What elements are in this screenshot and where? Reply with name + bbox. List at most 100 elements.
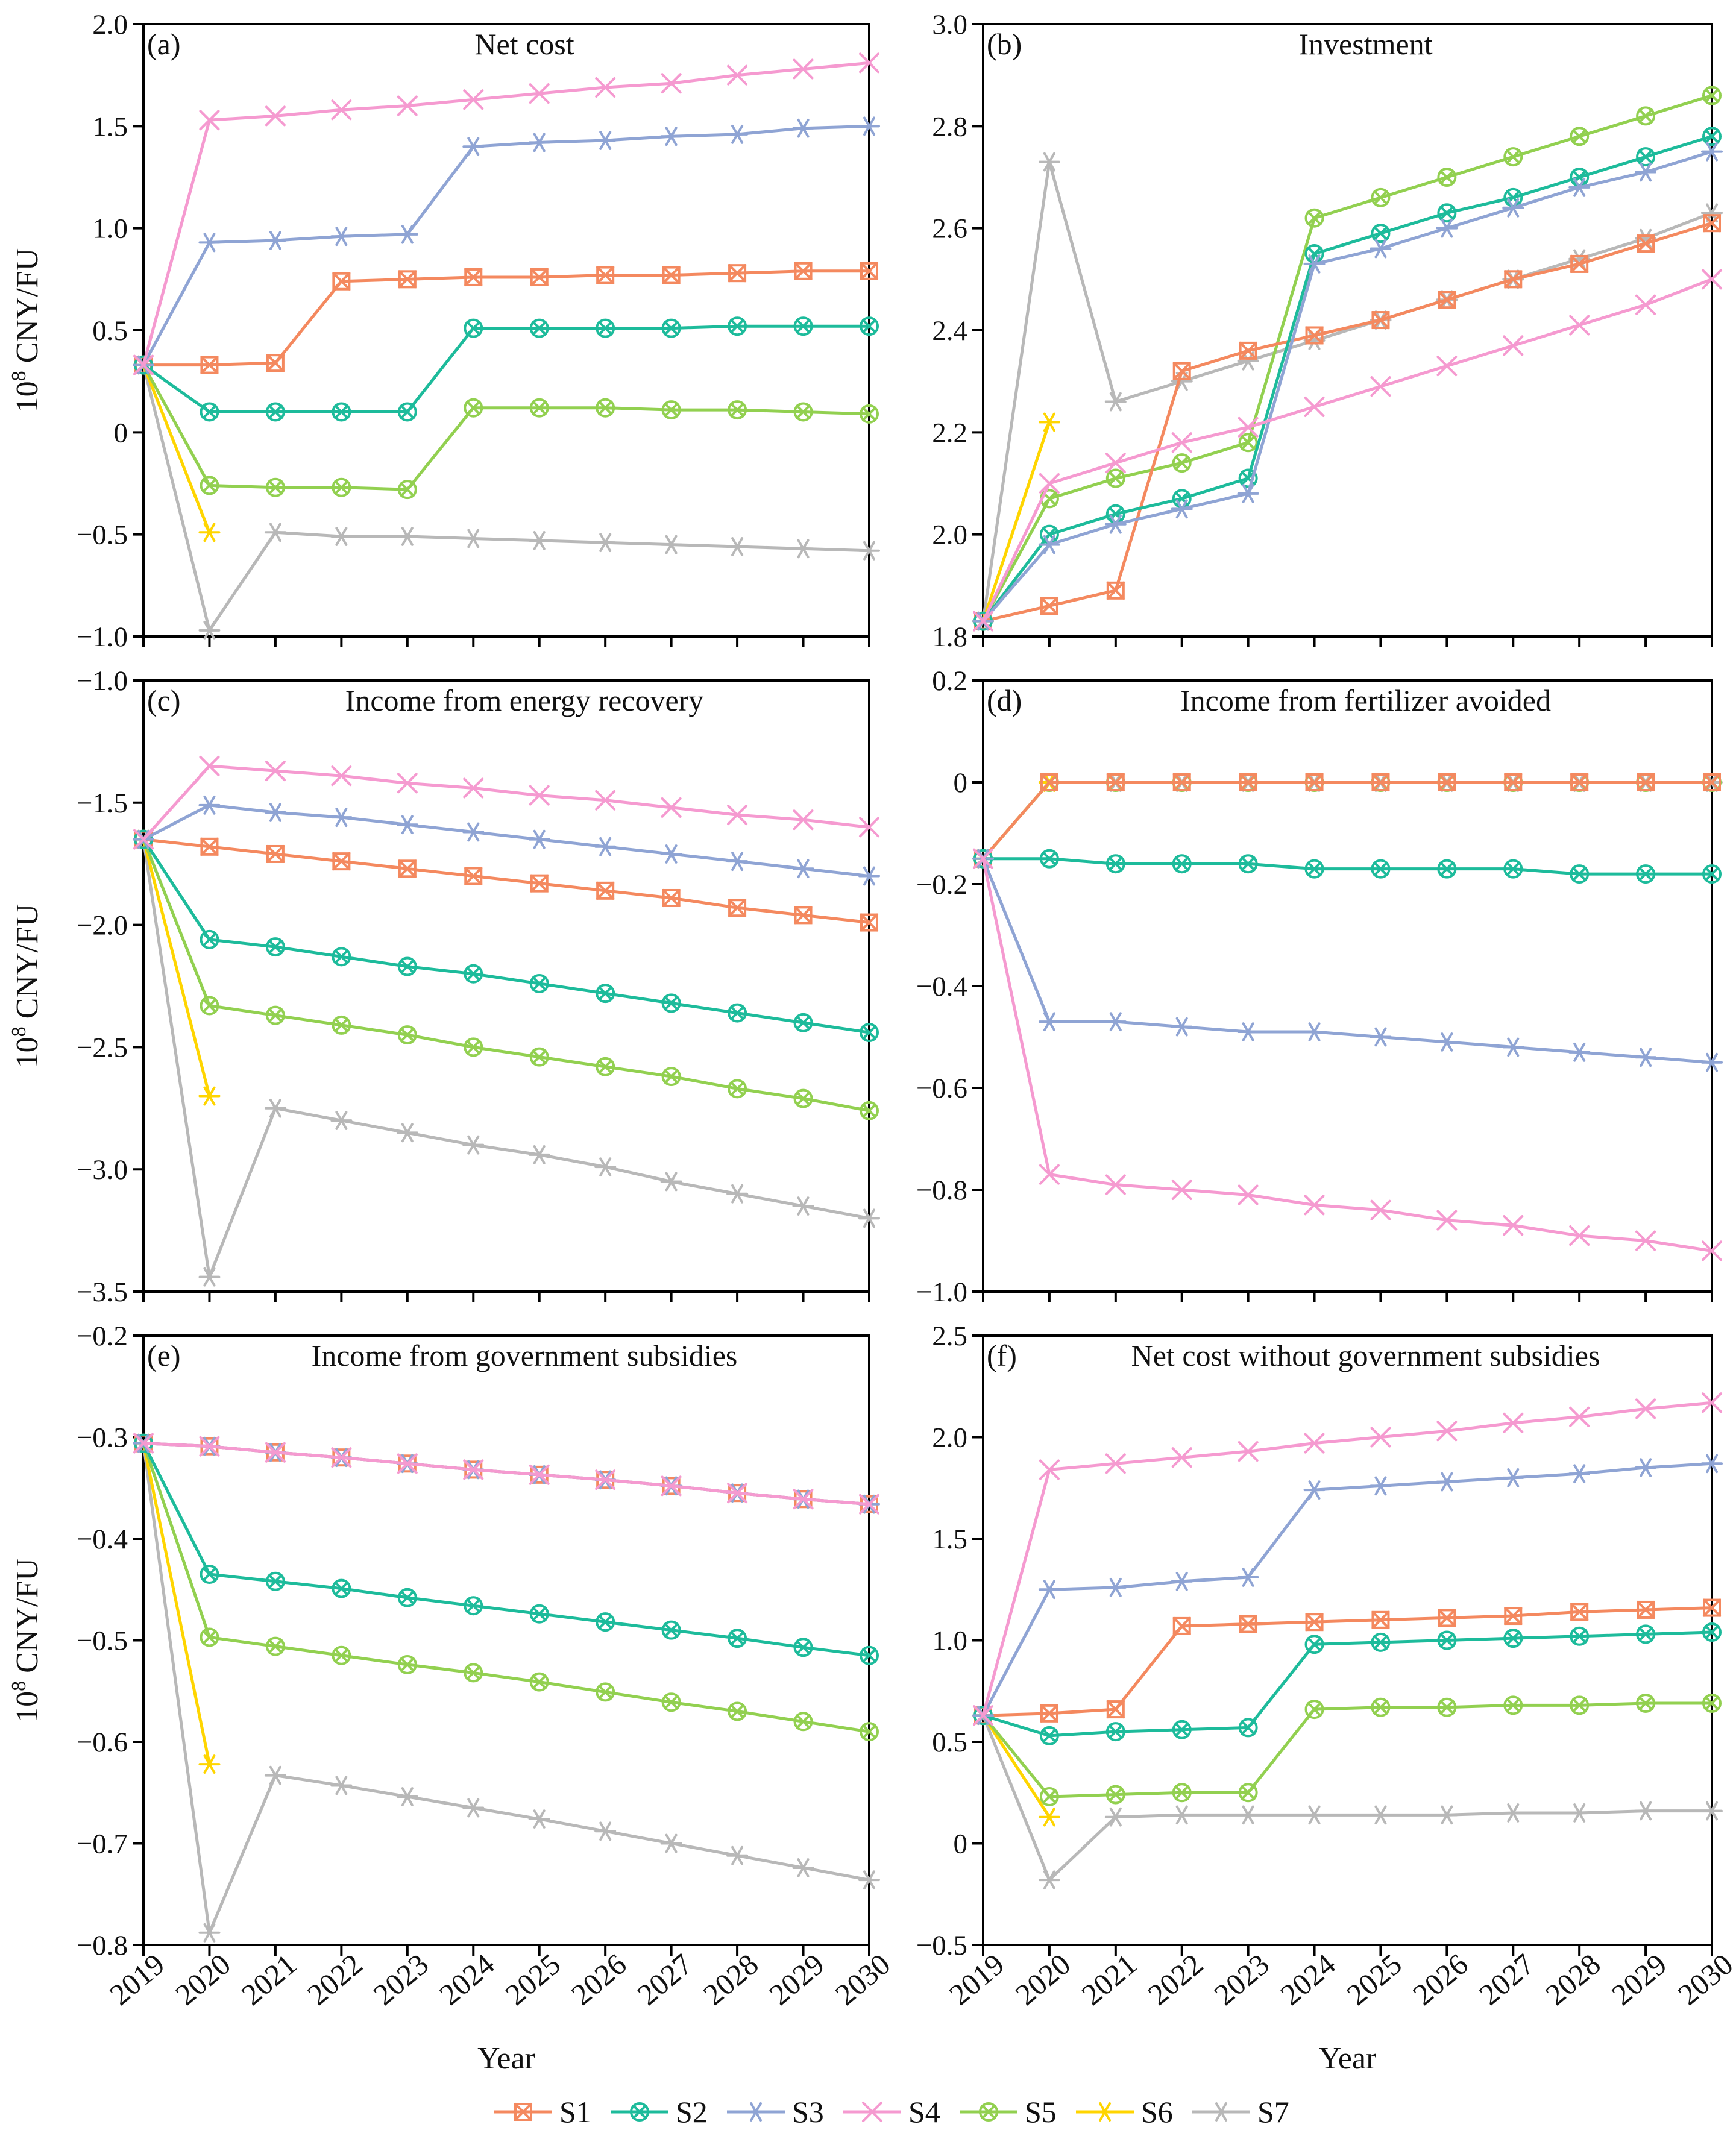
data-point-S1 [662, 888, 681, 907]
marker-stroke [863, 1208, 875, 1228]
panel-tag: (d) [987, 683, 1022, 717]
data-point-S4 [1635, 1398, 1656, 1419]
marker-circle [596, 318, 615, 338]
marker-circle [1702, 86, 1722, 105]
data-point-S7 [528, 530, 550, 550]
x-tick-label: 2026 [565, 1947, 633, 2011]
marker-stroke [1174, 1722, 1189, 1737]
data-point-S5 [397, 1654, 417, 1674]
marker-stroke [1305, 326, 1324, 345]
marker-circle [1105, 1722, 1125, 1742]
marker-circle [728, 1629, 747, 1648]
marker-box [1040, 1704, 1058, 1723]
data-point-S5 [1371, 1697, 1391, 1717]
series-S4 [133, 52, 879, 375]
marker-stroke [530, 268, 549, 286]
marker-stroke [598, 1615, 613, 1630]
x-tick-label: 2029 [763, 1947, 831, 2011]
series-line-S4 [143, 1442, 870, 1506]
legend-item-S3: S3 [727, 2095, 824, 2129]
data-point-S1 [662, 266, 681, 284]
marker-circle [1437, 1697, 1457, 1717]
data-point-S3 [726, 125, 749, 144]
marker-box [860, 913, 878, 932]
data-point-S4 [1436, 1210, 1458, 1231]
marker-stroke [797, 859, 810, 879]
data-point-S4 [463, 89, 484, 110]
data-point-S4 [793, 58, 814, 80]
y-tick-label: −0.2 [77, 1321, 128, 1352]
marker-stroke [1215, 2102, 1227, 2122]
data-point-S5 [793, 402, 813, 422]
data-point-S7 [594, 1821, 617, 1841]
data-point-S2 [200, 1564, 219, 1584]
legend-marker [862, 2102, 882, 2122]
data-point-S5 [529, 1047, 549, 1067]
marker-stroke [1572, 1698, 1587, 1713]
marker-stroke [1241, 856, 1256, 872]
data-point-S3 [594, 837, 617, 856]
marker-circle [1039, 1726, 1059, 1745]
series-line-S3 [142, 124, 870, 366]
marker-box [1305, 773, 1324, 791]
data-point-S2 [1304, 244, 1324, 263]
marker-stroke [529, 785, 550, 806]
marker-circle [464, 318, 483, 338]
legend-label: S7 [1257, 2095, 1289, 2129]
marker-box [1239, 1615, 1257, 1633]
data-point-S6 [198, 523, 221, 542]
panel-frame [142, 679, 870, 1293]
legend-marker [514, 2103, 532, 2121]
series-S4 [133, 1433, 879, 1515]
data-point-S3 [1436, 1032, 1458, 1052]
panel-frame [982, 1334, 1713, 1946]
panel-a: −1.0 −0.5 0 0.5 1.0 1.5 2.0 108 CNY/FU (a) Net co… [8, 9, 880, 653]
series-line-S2 [142, 838, 870, 1034]
data-point-S2 [397, 956, 417, 976]
data-point-S2 [1636, 147, 1656, 167]
marker-box [1371, 1610, 1390, 1629]
marker-box [1106, 773, 1125, 791]
marker-circle [200, 402, 219, 422]
data-point-S6 [1038, 1807, 1060, 1827]
marker-stroke [400, 482, 415, 497]
data-point-S1 [1040, 597, 1058, 615]
marker-stroke [1570, 254, 1589, 273]
marker-stroke [397, 773, 418, 794]
marker-stroke [1242, 1568, 1254, 1587]
data-point-S7 [396, 1123, 418, 1143]
data-point-S3 [1171, 1571, 1193, 1591]
y-axis-label-exponent: 8 [8, 371, 30, 381]
data-point-S1 [530, 874, 549, 893]
marker-stroke [1043, 1012, 1055, 1032]
data-point-S2 [596, 984, 615, 1004]
marker-stroke [1635, 1230, 1656, 1251]
data-point-S7 [1104, 392, 1127, 412]
y-axis-label-base: 10 [10, 1037, 45, 1068]
marker-stroke [1370, 1427, 1391, 1448]
series-line-S4 [142, 61, 870, 366]
marker-stroke [1043, 1870, 1055, 1890]
marker-stroke [1171, 432, 1192, 453]
legend-item-S4: S4 [843, 2095, 940, 2129]
marker-circle [596, 398, 615, 418]
data-point-S5 [1702, 1693, 1722, 1713]
data-point-S5 [1636, 106, 1656, 126]
data-point-S3 [462, 822, 485, 842]
data-point-S2 [529, 1604, 549, 1624]
marker-stroke [1242, 1022, 1254, 1041]
marker-circle [1702, 127, 1722, 146]
marker-stroke [861, 1103, 877, 1118]
data-point-S3 [1568, 1464, 1591, 1484]
marker-stroke [335, 227, 348, 247]
x-tick-label: 2021 [1075, 1947, 1143, 2011]
marker-box [1438, 291, 1456, 309]
data-point-S2 [1371, 859, 1391, 879]
x-tick-label: 2028 [1539, 1947, 1607, 2011]
marker-circle [265, 1636, 285, 1656]
marker-box [662, 266, 681, 284]
y-tick-label: 0 [114, 417, 128, 448]
data-point-S2 [1570, 168, 1590, 187]
marker-circle [728, 1003, 747, 1023]
marker-stroke [1042, 1728, 1057, 1743]
